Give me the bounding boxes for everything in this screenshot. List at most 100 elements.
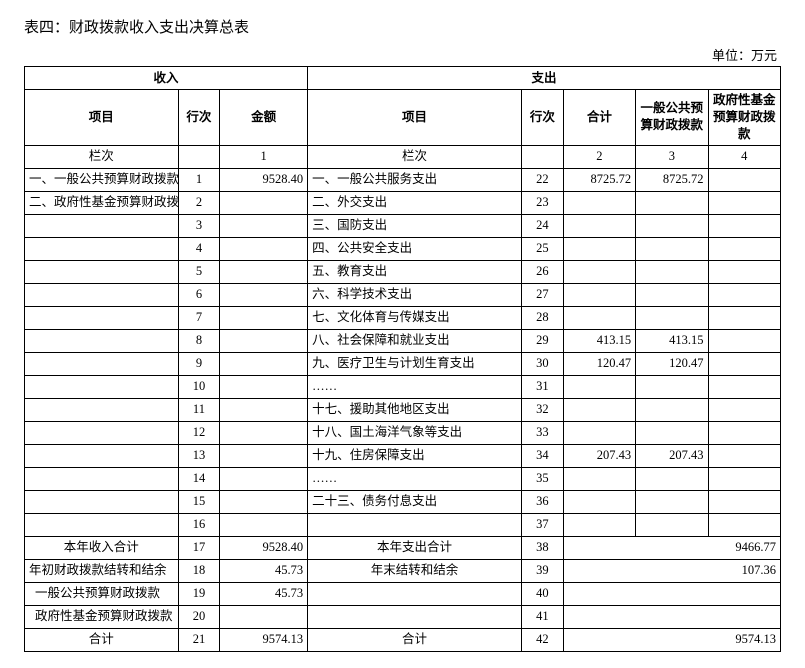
expense-budget: 120.47 — [636, 352, 708, 375]
income-rownum: 13 — [178, 444, 220, 467]
summary-income-rownum: 19 — [178, 582, 220, 605]
table-row: 13十九、住房保障支出34207.43207.43 — [25, 444, 781, 467]
summary-income-amount: 45.73 — [220, 582, 308, 605]
expense-budget: 207.43 — [636, 444, 708, 467]
expense-fund — [708, 283, 780, 306]
expense-item: 七、文化体育与传媒支出 — [308, 306, 522, 329]
summary-income-amount: 45.73 — [220, 559, 308, 582]
expense-total — [563, 421, 635, 444]
table-row: 一、一般公共预算财政拨款19528.40一、一般公共服务支出228725.728… — [25, 168, 781, 191]
expense-total: 8725.72 — [563, 168, 635, 191]
lanci-empty — [178, 145, 220, 168]
summary-expense-item — [308, 582, 522, 605]
expense-rownum: 25 — [522, 237, 564, 260]
table-row: 1637 — [25, 513, 781, 536]
expense-group-header: 支出 — [308, 67, 781, 90]
income-item — [25, 467, 179, 490]
income-item — [25, 375, 179, 398]
summary-row: 合计219574.13合计429574.13 — [25, 628, 781, 651]
income-item — [25, 237, 179, 260]
income-rownum: 16 — [178, 513, 220, 536]
expense-budget — [636, 375, 708, 398]
expense-rownum: 24 — [522, 214, 564, 237]
income-amount — [220, 260, 308, 283]
summary-expense-rownum: 41 — [522, 605, 564, 628]
expense-fund — [708, 444, 780, 467]
income-amount — [220, 329, 308, 352]
expense-item: …… — [308, 467, 522, 490]
income-item — [25, 421, 179, 444]
expense-item: 一、一般公共服务支出 — [308, 168, 522, 191]
expense-fund — [708, 421, 780, 444]
income-amount — [220, 467, 308, 490]
table-row: 5五、教育支出26 — [25, 260, 781, 283]
expense-rownum: 30 — [522, 352, 564, 375]
expense-item: 五、教育支出 — [308, 260, 522, 283]
col-expense-fund: 政府性基金预算财政拨款 — [708, 90, 780, 146]
expense-total — [563, 237, 635, 260]
expense-budget: 413.15 — [636, 329, 708, 352]
summary-merged-value: 9574.13 — [563, 628, 780, 651]
lanci-expense: 栏次 — [308, 145, 522, 168]
expense-fund — [708, 398, 780, 421]
col-income-amount: 金额 — [220, 90, 308, 146]
expense-fund — [708, 306, 780, 329]
expense-total — [563, 398, 635, 421]
table-row: 二、政府性基金预算财政拨款2二、外交支出23 — [25, 191, 781, 214]
summary-expense-rownum: 40 — [522, 582, 564, 605]
income-amount — [220, 490, 308, 513]
expense-rownum: 26 — [522, 260, 564, 283]
income-amount: 9528.40 — [220, 168, 308, 191]
table-row: 3三、国防支出24 — [25, 214, 781, 237]
expense-budget — [636, 513, 708, 536]
colnum-fund: 4 — [708, 145, 780, 168]
expense-rownum: 29 — [522, 329, 564, 352]
expense-total: 413.15 — [563, 329, 635, 352]
col-expense-item: 项目 — [308, 90, 522, 146]
summary-income-amount — [220, 605, 308, 628]
income-rownum: 1 — [178, 168, 220, 191]
expense-rownum: 28 — [522, 306, 564, 329]
expense-rownum: 27 — [522, 283, 564, 306]
expense-rownum: 34 — [522, 444, 564, 467]
expense-total — [563, 306, 635, 329]
expense-total — [563, 260, 635, 283]
expense-fund — [708, 168, 780, 191]
income-rownum: 9 — [178, 352, 220, 375]
expense-budget — [636, 283, 708, 306]
expense-total — [563, 214, 635, 237]
summary-income-item: 政府性基金预算财政拨款 — [25, 605, 179, 628]
income-item — [25, 398, 179, 421]
summary-row: 年初财政拨款结转和结余1845.73年末结转和结余39107.36 — [25, 559, 781, 582]
expense-fund — [708, 191, 780, 214]
expense-rownum: 36 — [522, 490, 564, 513]
income-rownum: 15 — [178, 490, 220, 513]
expense-fund — [708, 237, 780, 260]
expense-rownum: 33 — [522, 421, 564, 444]
income-amount — [220, 444, 308, 467]
summary-income-amount: 9574.13 — [220, 628, 308, 651]
expense-total: 120.47 — [563, 352, 635, 375]
summary-expense-item — [308, 605, 522, 628]
expense-fund — [708, 513, 780, 536]
unit-label: 单位：万元 — [24, 45, 781, 64]
income-item — [25, 444, 179, 467]
income-amount — [220, 421, 308, 444]
income-amount — [220, 306, 308, 329]
expense-item: 十九、住房保障支出 — [308, 444, 522, 467]
expense-fund — [708, 490, 780, 513]
income-rownum: 12 — [178, 421, 220, 444]
income-amount — [220, 398, 308, 421]
expense-item: 八、社会保障和就业支出 — [308, 329, 522, 352]
col-income-row: 行次 — [178, 90, 220, 146]
expense-budget: 8725.72 — [636, 168, 708, 191]
expense-rownum: 23 — [522, 191, 564, 214]
table-row: 10……31 — [25, 375, 781, 398]
expense-rownum: 31 — [522, 375, 564, 398]
expense-total — [563, 490, 635, 513]
expense-item: …… — [308, 375, 522, 398]
income-amount — [220, 375, 308, 398]
income-amount — [220, 214, 308, 237]
income-rownum: 4 — [178, 237, 220, 260]
expense-item — [308, 513, 522, 536]
